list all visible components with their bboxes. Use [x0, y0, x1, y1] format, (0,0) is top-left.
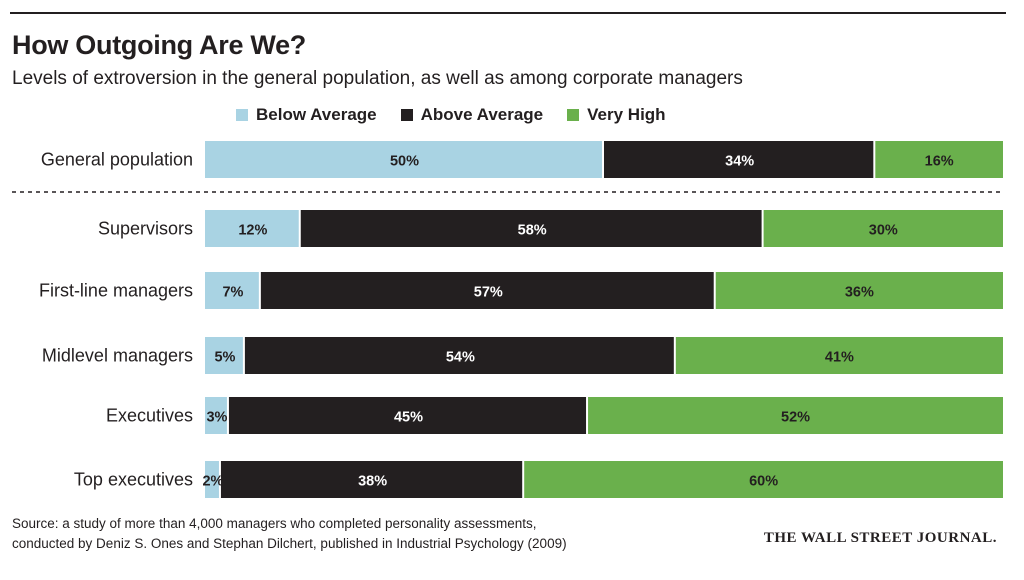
data-label-supervisors-above-average: 58%	[518, 223, 547, 239]
data-label-top-executives-very-high: 60%	[749, 474, 778, 490]
bar-top-executives-below-average	[205, 461, 219, 498]
category-label-top-executives: Top executives	[74, 470, 193, 490]
chart-title: How Outgoing Are We?	[12, 30, 306, 60]
legend-label-very-high: Very High	[587, 105, 666, 124]
bar-first-line-managers-above-average	[260, 272, 714, 309]
data-label-supervisors-very-high: 30%	[869, 223, 898, 239]
bar-midlevel-managers-very-high	[675, 337, 1003, 374]
data-label-executives-above-average: 45%	[394, 410, 423, 426]
data-label-general-population-above-average: 34%	[725, 154, 754, 170]
legend-item-below-average: Below Average	[236, 105, 377, 125]
bar-supervisors-very-high	[763, 210, 1003, 247]
source-line-2: conducted by Deniz S. Ones and Stephan D…	[12, 536, 567, 551]
data-label-executives-below-average: 3%	[206, 410, 227, 426]
bar-midlevel-managers-above-average	[244, 337, 674, 374]
bar-executives-below-average	[205, 397, 227, 434]
bar-first-line-managers-very-high	[715, 272, 1003, 309]
bar-supervisors-below-average	[205, 210, 299, 247]
bar-general-population-below-average	[205, 141, 602, 178]
legend-label-below-average: Below Average	[256, 105, 377, 124]
bar-midlevel-managers-below-average	[205, 337, 243, 374]
data-label-top-executives-above-average: 38%	[358, 474, 387, 490]
publisher-credit: THE WALL STREET JOURNAL.	[763, 530, 997, 546]
data-label-midlevel-managers-above-average: 54%	[446, 350, 475, 366]
data-label-top-executives-below-average: 2%	[202, 474, 223, 490]
bar-top-executives-above-average	[220, 461, 523, 498]
data-label-midlevel-managers-below-average: 5%	[214, 350, 235, 366]
bar-supervisors-above-average	[300, 210, 762, 247]
bar-general-population-very-high	[875, 141, 1003, 178]
legend-item-above-average: Above Average	[400, 105, 544, 125]
category-label-midlevel-managers: Midlevel managers	[42, 346, 193, 366]
data-label-first-line-managers-above-average: 57%	[474, 285, 503, 301]
category-label-executives: Executives	[106, 406, 193, 426]
legend-label-above-average: Above Average	[420, 105, 544, 124]
data-label-general-population-below-average: 50%	[390, 154, 419, 170]
data-label-executives-very-high: 52%	[781, 410, 810, 426]
category-label-first-line-managers: First-line managers	[39, 281, 193, 301]
source-line-1: Source: a study of more than 4,000 manag…	[12, 516, 537, 531]
bar-executives-above-average	[228, 397, 587, 434]
legend-swatch-below-average	[236, 109, 248, 121]
top-rule	[10, 12, 1006, 14]
bar-first-line-managers-below-average	[205, 272, 259, 309]
source-note: Source: a study of more than 4,000 manag…	[12, 514, 567, 554]
data-label-first-line-managers-very-high: 36%	[845, 285, 874, 301]
data-label-supervisors-below-average: 12%	[238, 223, 267, 239]
legend: Below Average Above Average Very High	[236, 104, 690, 126]
bar-executives-very-high	[588, 397, 1003, 434]
bar-top-executives-very-high	[524, 461, 1003, 498]
legend-item-very-high: Very High	[567, 105, 666, 125]
bar-general-population-above-average	[604, 141, 874, 178]
data-label-first-line-managers-below-average: 7%	[222, 285, 243, 301]
data-label-midlevel-managers-very-high: 41%	[825, 350, 854, 366]
category-label-supervisors: Supervisors	[98, 219, 193, 239]
legend-swatch-above-average	[400, 109, 413, 121]
data-label-general-population-very-high: 16%	[925, 154, 954, 170]
chart-subtitle: Levels of extroversion in the general po…	[12, 68, 743, 89]
legend-swatch-very-high	[567, 109, 580, 121]
category-label-general-population: General population	[41, 150, 193, 170]
